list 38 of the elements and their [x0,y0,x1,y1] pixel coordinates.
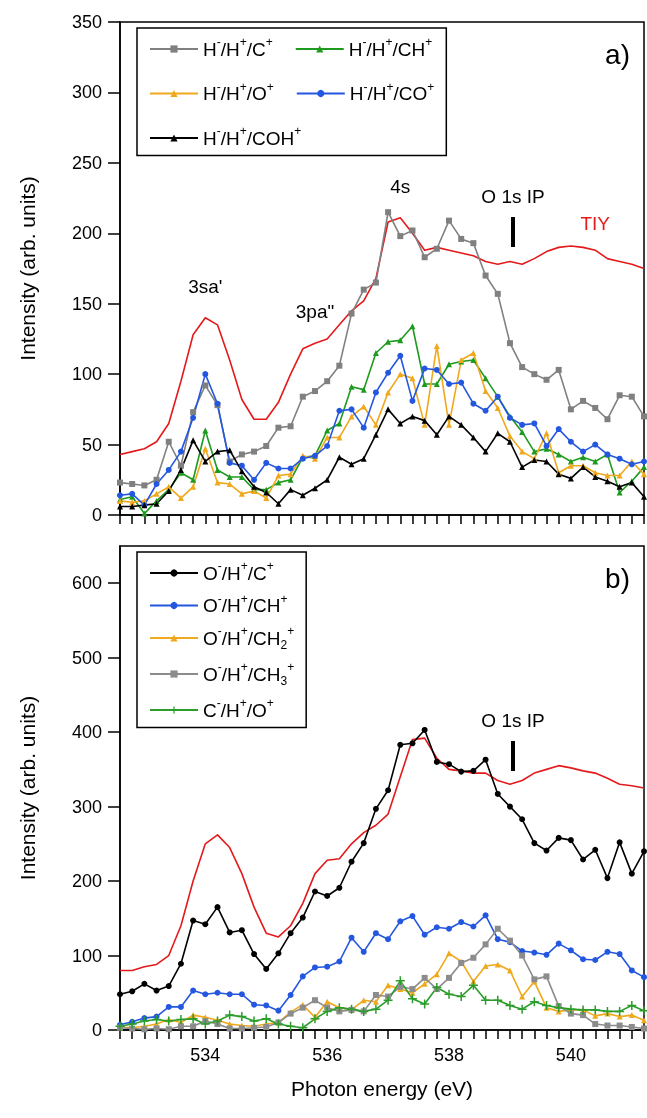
y-tick-label: 600 [71,573,102,594]
ref-line-label: O 1s IP [481,185,545,207]
legend-label: O-/H+/C+ [203,559,274,584]
y-tick-label: 400 [71,722,102,743]
legend-label: H-/H+/O+ [203,79,274,104]
annotation: 3sa' [188,275,223,297]
legend-label: H-/H+/COH+ [203,124,302,149]
x-tick-label: 540 [555,1045,586,1065]
y-tick-label: 500 [71,647,102,668]
y-tick-label: 200 [71,871,102,892]
y-tick-label: 300 [71,796,102,817]
y-tick-label: 200 [71,223,102,244]
y-tick-label: 0 [91,505,102,525]
legend-label: C-/H+/O+ [203,696,274,721]
legend-label: O-/H+/CH+ [203,591,288,616]
y-tick-label: 100 [71,364,102,385]
y-tick-label: 100 [71,945,102,966]
y-tick-label: 300 [71,82,102,103]
y-tick-label: 50 [81,434,102,455]
legend-label: H-/H+/CH+ [348,35,433,60]
x-tick-label: 534 [190,1045,221,1065]
x-tick-label: 538 [434,1045,465,1065]
y-tick-label: 350 [71,12,102,32]
legend-label: H-/H+/C+ [203,35,273,60]
annotation: b) [605,562,631,594]
y-tick-label: 150 [71,293,102,314]
y-axis-title: Intensity (arb. units) [16,695,39,881]
annotation: a) [605,38,631,70]
x-tick-label: 536 [312,1045,343,1065]
legend-label: H-/H+/CO+ [349,79,435,104]
ref-line-label: O 1s IP [481,709,545,731]
y-tick-label: 250 [71,152,102,173]
series-label: TIY [580,212,611,234]
annotation: 3pa" [295,301,335,323]
y-axis-title: Intensity (arb. units) [16,176,39,361]
y-tick-label: 0 [91,1020,102,1040]
x-axis-title: Photon energy (eV) [290,1077,474,1100]
annotation: 4s [390,175,411,197]
